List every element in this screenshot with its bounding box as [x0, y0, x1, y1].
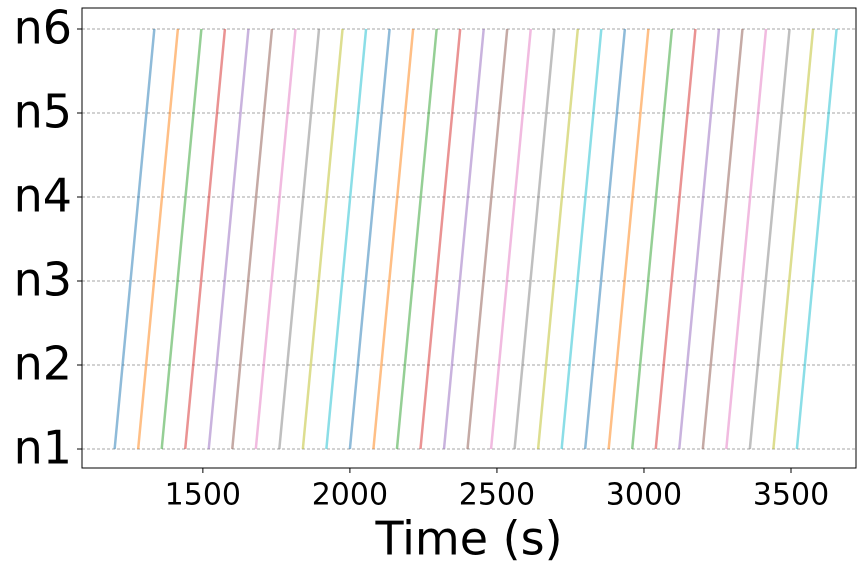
- trajectory: [278, 28, 321, 450]
- trajectory: [795, 28, 838, 450]
- trajectory: [231, 28, 274, 450]
- trajectory: [254, 28, 297, 450]
- trajectory: [113, 28, 156, 450]
- trajectories: [113, 28, 838, 450]
- trajectory: [678, 28, 721, 450]
- trajectory: [607, 28, 650, 450]
- trajectory: [748, 28, 791, 450]
- x-tick-label: 3500: [753, 478, 829, 513]
- x-tick-label: 2000: [312, 478, 388, 513]
- plot-frame: [81, 7, 857, 469]
- trajectory: [348, 28, 391, 450]
- y-tick-label: n5: [14, 85, 72, 139]
- trajectory: [725, 28, 768, 450]
- y-tick-label: n6: [14, 1, 72, 55]
- trajectory: [207, 28, 250, 450]
- y-tick-label: n4: [14, 169, 72, 223]
- trajectory: [489, 28, 533, 450]
- x-tick-label: 1500: [165, 478, 241, 513]
- trajectory: [654, 28, 697, 450]
- axes: n1 n2 n3 n4 n5 n6 1500 2000 2500 3000 3500: [14, 1, 830, 513]
- y-tick-label: n3: [14, 253, 72, 307]
- trajectory: [772, 28, 815, 450]
- trajectory: [701, 28, 744, 450]
- trajectory: [466, 28, 509, 450]
- trajectory: [160, 28, 203, 450]
- x-tick-label: 2500: [459, 478, 535, 513]
- trajectory: [136, 28, 180, 450]
- trajectory: [442, 28, 485, 450]
- trajectory: [630, 28, 674, 450]
- y-tick-label: n1: [14, 421, 72, 475]
- trajectory: [325, 28, 368, 450]
- trajectory: [536, 28, 580, 450]
- trajectory: [513, 28, 556, 450]
- x-axis-label: Time (s): [374, 512, 562, 566]
- trajectory: [183, 28, 227, 450]
- grid: [82, 28, 856, 450]
- trajectory: [372, 28, 415, 450]
- trajectory: [560, 28, 603, 450]
- trajectory: [583, 28, 627, 450]
- trajectory: [419, 28, 462, 450]
- y-tick-label: n2: [14, 337, 72, 391]
- trajectory: [395, 28, 438, 450]
- trajectory: [301, 28, 344, 450]
- x-tick-label: 3000: [606, 478, 682, 513]
